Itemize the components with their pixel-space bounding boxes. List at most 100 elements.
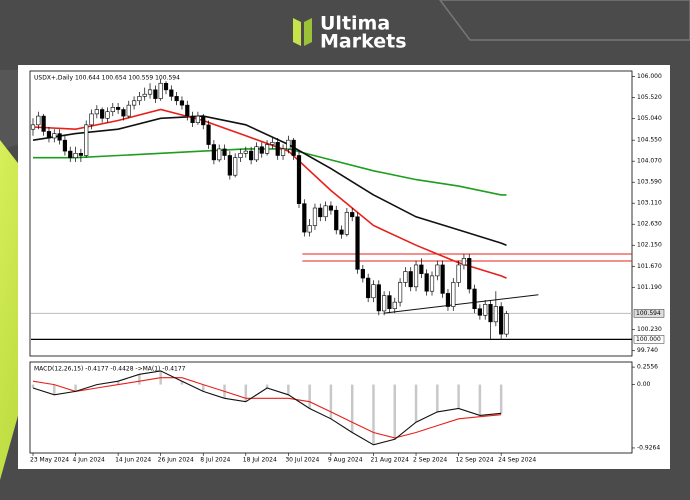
candle-body — [328, 205, 334, 211]
main-frame — [29, 70, 633, 357]
y-tick-label: 100.230 — [637, 326, 662, 333]
y-tick-label: 101.670 — [637, 263, 662, 270]
x-tick-label: 12 Sep 2024 — [456, 457, 494, 464]
candle-body — [264, 144, 270, 154]
candle-body — [429, 275, 435, 292]
y-tick-label: 105.040 — [637, 115, 662, 122]
price-label-box — [633, 309, 665, 318]
candle-body — [206, 124, 211, 145]
candle-body — [344, 212, 349, 235]
candle-body — [451, 282, 456, 307]
candle-body — [195, 115, 201, 123]
candle-body — [110, 107, 115, 113]
candle-body — [174, 96, 179, 102]
candle-body — [249, 150, 254, 161]
candle-body — [275, 142, 280, 156]
candle-body — [153, 89, 158, 99]
candle-body — [243, 150, 248, 154]
candle-body — [360, 269, 365, 279]
y-tick-label: 103.110 — [637, 200, 662, 207]
bg-line — [439, 0, 690, 41]
candle-body — [397, 282, 403, 303]
candle-body — [270, 142, 275, 145]
candle-body — [52, 133, 57, 139]
candle-body — [392, 301, 397, 310]
candle-body — [403, 271, 408, 283]
candle-body — [147, 89, 153, 95]
candle-body — [126, 104, 131, 117]
chart-title: USDX+,Daily 100.644 100.654 100.559 100.… — [34, 75, 180, 82]
x-tick-label: 4 Jun 2024 — [73, 457, 105, 464]
candle-body — [419, 264, 424, 274]
candle-body — [137, 96, 142, 102]
y-tick-label: 101.190 — [637, 284, 662, 291]
candle-body — [291, 139, 296, 156]
candle-body — [190, 115, 195, 123]
x-tick-label: 24 Sep 2024 — [498, 457, 536, 464]
y-tick-label: 106.000 — [637, 73, 662, 80]
candle-body — [472, 288, 477, 310]
candle-body — [78, 153, 83, 156]
candle-body — [408, 271, 413, 288]
indicator-title: MACD(12,26,15) -0.4177 -0.4428 ->MA(1) -… — [34, 366, 186, 373]
candle-body — [46, 131, 52, 139]
price-label: 100.594 — [636, 310, 661, 317]
candle-body — [387, 295, 392, 310]
candle-body — [68, 150, 73, 158]
candle-body — [312, 207, 318, 226]
candle-body — [222, 148, 227, 156]
chart-panel — [18, 65, 670, 469]
candle-body — [483, 304, 488, 316]
candle-body — [62, 139, 68, 152]
candle-body — [467, 258, 472, 290]
x-tick-label: 2 Sep 2024 — [413, 457, 447, 464]
candle-body — [179, 100, 185, 106]
y-tick-label: 102.630 — [637, 221, 662, 228]
candle-body — [259, 146, 264, 154]
candle-body — [121, 109, 126, 117]
candle-body — [142, 93, 147, 97]
candle-body — [286, 139, 291, 150]
candle-body — [185, 104, 190, 117]
candle-body — [73, 153, 78, 158]
candle-body — [504, 313, 509, 335]
x-tick-label: 18 Jul 2024 — [243, 457, 277, 464]
candle-body — [116, 107, 121, 110]
candle-body — [371, 284, 376, 299]
x-tick-label: 8 Jul 2024 — [200, 457, 230, 464]
candle-body — [435, 264, 440, 277]
candle-body — [323, 205, 328, 218]
brand-line1: Ultima — [320, 13, 390, 35]
candle-body — [131, 100, 137, 106]
candle-body — [318, 207, 323, 218]
candle-body — [376, 284, 381, 312]
candle-body — [488, 304, 493, 323]
x-tick-label: 23 May 2024 — [30, 457, 69, 464]
price-label: 100.000 — [636, 336, 661, 343]
candle-body — [456, 264, 461, 283]
candle-body — [296, 155, 302, 204]
candle-body — [445, 293, 451, 307]
candle-body — [339, 229, 344, 235]
brand-line2: Markets — [320, 31, 407, 53]
y-tick-label: 103.590 — [637, 179, 662, 186]
candle-body — [163, 82, 169, 91]
candle-body — [424, 273, 429, 292]
candle-body — [30, 124, 36, 130]
candle-body — [302, 203, 307, 233]
signal-line — [32, 377, 502, 439]
price-label-box — [633, 335, 665, 344]
candle-body — [169, 89, 174, 97]
candle-body — [36, 115, 41, 126]
indicator-tick-label: -0.9264 — [637, 444, 660, 451]
indicator-tick-label: 0.00 — [637, 381, 651, 388]
y-tick-label: 104.550 — [637, 137, 662, 144]
candle-body — [158, 82, 163, 99]
candle-body — [461, 258, 467, 266]
x-tick-label: 14 Jun 2024 — [115, 457, 151, 464]
candle-body — [84, 124, 89, 156]
candle-body — [41, 115, 46, 132]
indicator-tick-label: 0.2556 — [637, 364, 658, 371]
candle-body — [499, 306, 504, 335]
